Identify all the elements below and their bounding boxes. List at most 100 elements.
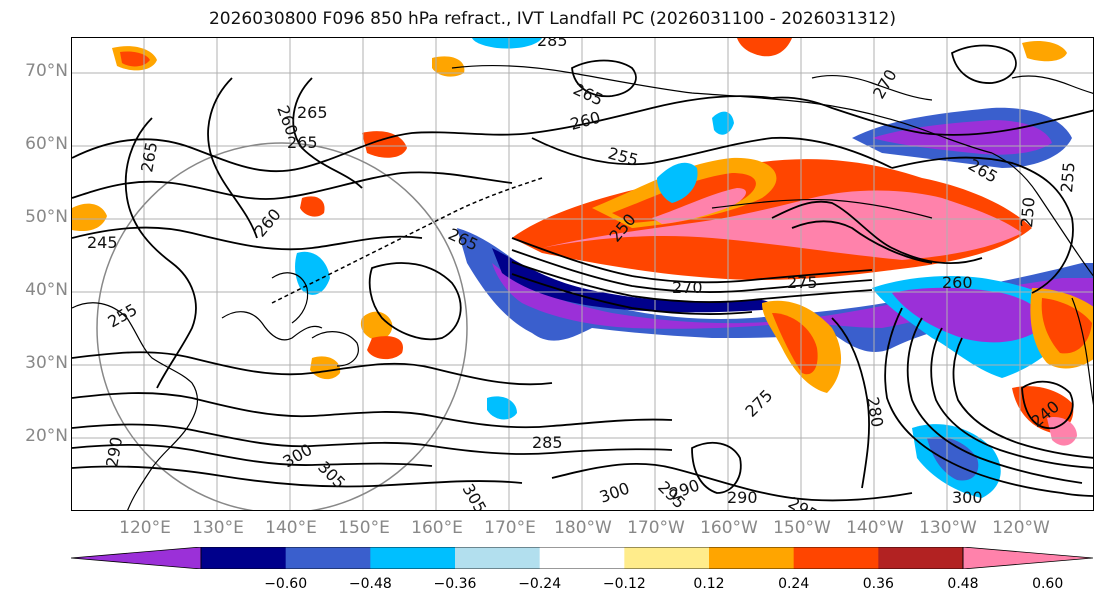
contour-label: 275 bbox=[787, 273, 818, 292]
positive-patch-16 bbox=[1022, 41, 1067, 62]
longitude-label: 140°W bbox=[846, 518, 904, 538]
pink-inner-north bbox=[652, 188, 747, 224]
contour-label: 265 bbox=[570, 79, 606, 109]
positive-patch-5 bbox=[772, 313, 818, 375]
latitude-label: 70°N bbox=[25, 61, 68, 81]
colorbar-segment bbox=[709, 547, 795, 569]
contour-label: 275 bbox=[741, 386, 776, 421]
colorbar-segments bbox=[71, 547, 1093, 569]
negative-patch-2 bbox=[472, 38, 542, 49]
map-panel: 285 265 260 270 265 265 260 255 265 250 … bbox=[71, 37, 1094, 511]
colorbar-segment bbox=[285, 547, 371, 569]
contour-label: 300 bbox=[597, 478, 632, 506]
positive-patch-7 bbox=[1041, 298, 1092, 354]
colorbar-extend-low bbox=[71, 547, 202, 569]
colorbar-border bbox=[200, 547, 964, 569]
coastlines bbox=[72, 64, 1093, 510]
red-band-north bbox=[612, 173, 756, 223]
dashed-front bbox=[271, 177, 543, 304]
contour-label: 265 bbox=[287, 133, 318, 152]
contour-label: 265 bbox=[137, 140, 161, 173]
contour-label: 255 bbox=[606, 144, 640, 170]
colorbar-segment bbox=[539, 547, 625, 569]
longitude-label: 140°E bbox=[265, 518, 317, 538]
colorbar-segment bbox=[370, 547, 456, 569]
graticule bbox=[72, 38, 1093, 510]
colorbar-tick-label: −0.60 bbox=[264, 576, 308, 592]
colorbar-tick-label: −0.36 bbox=[433, 576, 477, 592]
contour-label: 265 bbox=[297, 103, 328, 122]
longitude-label: 170°W bbox=[627, 518, 685, 538]
longitude-label: 160°E bbox=[411, 518, 463, 538]
colorbar-extend-high bbox=[962, 547, 1093, 569]
negative-patch-3 bbox=[657, 162, 698, 203]
positive-patch-9 bbox=[1047, 417, 1077, 446]
longitude-label: 130°E bbox=[192, 518, 244, 538]
colorbar-tick-label: −0.12 bbox=[602, 576, 646, 592]
contour-label: 260 bbox=[568, 108, 602, 134]
refractivity-contours bbox=[72, 44, 1093, 502]
latitude-label: 30°N bbox=[25, 353, 68, 373]
contour-label: 250 bbox=[1017, 196, 1039, 228]
contour-label: 245 bbox=[87, 233, 118, 252]
contour-label: 305 bbox=[459, 481, 491, 512]
longitude-label: 180°W bbox=[554, 518, 612, 538]
longitude-label: 130°W bbox=[919, 518, 977, 538]
colorbar-tick-label: 0.24 bbox=[778, 576, 810, 592]
strong-positive-core bbox=[542, 190, 1022, 260]
colorbar-segment bbox=[793, 547, 879, 569]
map-title: 2026030800 F096 850 hPa refract., IVT La… bbox=[208, 9, 896, 29]
contour-label: 285 bbox=[532, 433, 563, 452]
negative-patch-4 bbox=[712, 111, 734, 135]
negative-patch-1 bbox=[295, 251, 330, 295]
contour-label: 270 bbox=[672, 278, 703, 297]
contour-label: 290 bbox=[727, 488, 758, 507]
colorbar-segment bbox=[878, 547, 964, 569]
colorbar-tick-label: 0.48 bbox=[947, 576, 979, 592]
latitude-label: 50°N bbox=[25, 207, 68, 227]
map-canvas: 285 265 260 270 265 265 260 255 265 250 … bbox=[72, 38, 1093, 512]
positive-patch-2 bbox=[367, 336, 403, 360]
positive-patch-13 bbox=[362, 131, 407, 158]
positive-patch-12 bbox=[432, 56, 465, 77]
colorbar-segment bbox=[455, 547, 541, 569]
contour-label: 280 bbox=[863, 395, 887, 428]
positive-patch-15 bbox=[737, 38, 792, 57]
contour-label: 255 bbox=[105, 300, 141, 332]
longitude-label: 150°E bbox=[338, 518, 390, 538]
contour-label: 300 bbox=[280, 440, 316, 472]
colorbar-segment bbox=[201, 547, 287, 569]
positive-patch-17 bbox=[300, 196, 325, 217]
latitude-label: 40°N bbox=[25, 280, 68, 300]
contour-label: 285 bbox=[537, 38, 568, 50]
colorbar-tick-label: −0.24 bbox=[518, 576, 562, 592]
navy-band bbox=[492, 248, 771, 313]
longitude-label: 160°W bbox=[700, 518, 758, 538]
contour-label: 260 bbox=[942, 273, 973, 292]
longitude-label: 150°W bbox=[773, 518, 831, 538]
positive-patch-11 bbox=[120, 51, 150, 67]
longitude-label: 120°E bbox=[119, 518, 171, 538]
colorbar-segment bbox=[624, 547, 710, 569]
latitude-label: 20°N bbox=[25, 426, 68, 446]
contour-label: 300 bbox=[952, 488, 983, 507]
colorbar-tick-label: 0.12 bbox=[693, 576, 725, 592]
landfall-circle bbox=[96, 142, 468, 510]
negative-patch-5 bbox=[487, 396, 517, 420]
colorbar-tick-label: 0.36 bbox=[862, 576, 894, 592]
latitude-label: 60°N bbox=[25, 134, 68, 154]
contour-label: 255 bbox=[1057, 161, 1079, 193]
shaded-anomalies bbox=[72, 38, 1093, 498]
positive-patch-1 bbox=[360, 311, 393, 340]
longitude-label: 170°E bbox=[484, 518, 536, 538]
colorbar bbox=[71, 547, 1093, 569]
colorbar-tick-label: 0.60 bbox=[1032, 576, 1064, 592]
contour-label: 290 bbox=[102, 435, 126, 468]
colorbar-tick-label: −0.48 bbox=[348, 576, 392, 592]
positive-patch-14 bbox=[72, 203, 107, 232]
contour-label: 295 bbox=[785, 493, 821, 511]
positive-patch-3 bbox=[310, 356, 341, 380]
contour-label: 290 bbox=[667, 475, 702, 503]
longitude-label: 120°W bbox=[992, 518, 1050, 538]
purple-east-pacific bbox=[892, 287, 1043, 343]
